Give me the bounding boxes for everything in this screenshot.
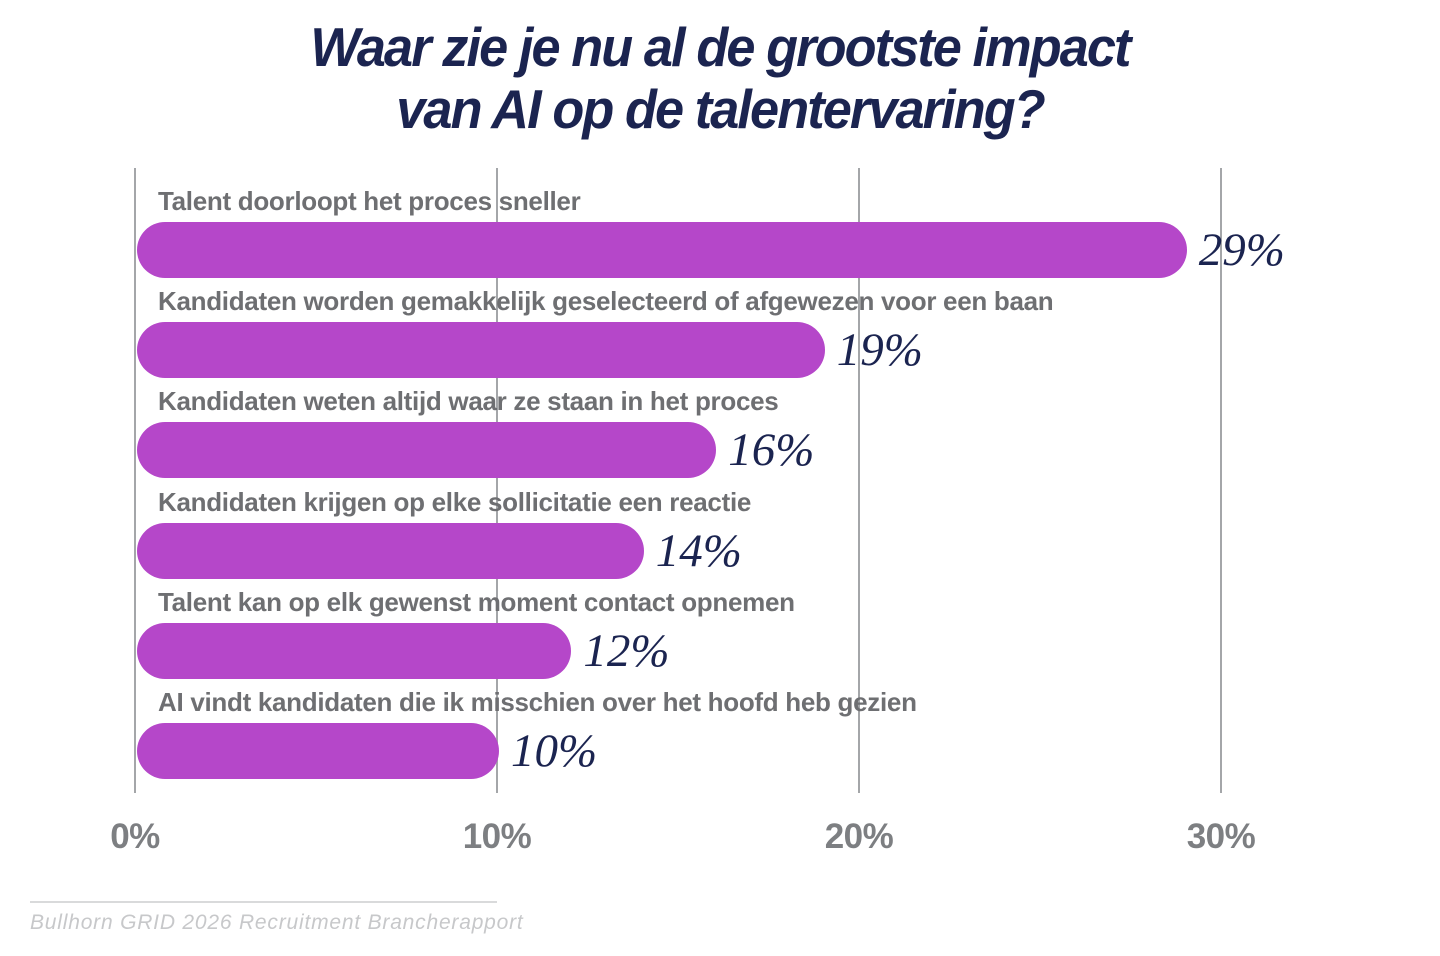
chart-title-line2: van AI op de talentervaring?: [396, 78, 1045, 140]
x-axis-tick-label: 0%: [110, 817, 160, 856]
bar-category-label: Kandidaten worden gemakkelijk geselectee…: [158, 286, 1054, 317]
chart-title: Waar zie je nu al de grootste impact van…: [0, 16, 1440, 140]
x-axis-tick-label: 20%: [824, 817, 894, 856]
bar-category-label: AI vindt kandidaten die ik misschien ove…: [158, 687, 917, 717]
bar-value-label: 16%: [728, 424, 815, 477]
bar: [137, 222, 1187, 278]
bar-category-label: Talent doorloopt het proces sneller: [158, 186, 581, 216]
bar-value-label: 10%: [511, 725, 598, 777]
x-axis-tick-label: 10%: [462, 817, 532, 856]
bar-value-label: 19%: [836, 324, 923, 377]
bar: [137, 522, 644, 579]
chart-title-line1: Waar zie je nu al de grootste impact: [310, 16, 1131, 78]
source-caption: Bullhorn GRID 2026 Recruitment Branchera…: [30, 911, 524, 934]
gridline: [858, 168, 860, 793]
bar: [137, 422, 717, 479]
bar: [137, 723, 499, 779]
footer-divider: [30, 901, 497, 903]
gridline: [1220, 168, 1222, 793]
bar-category-label: Kandidaten krijgen op elke sollicitatie …: [158, 486, 752, 517]
bar-value-label: 29%: [1198, 224, 1285, 276]
gridline: [496, 168, 498, 793]
x-axis-tick-label: 30%: [1186, 817, 1256, 856]
bar: [137, 622, 572, 679]
bar-category-label: Kandidaten weten altijd waar ze staan in…: [158, 386, 779, 417]
gridline: [134, 168, 136, 793]
bar-category-label: Talent kan op elk gewenst moment contact…: [158, 586, 795, 617]
bar: [137, 322, 825, 379]
bar-value-label: 14%: [655, 524, 742, 577]
bar-value-label: 12%: [583, 624, 670, 677]
